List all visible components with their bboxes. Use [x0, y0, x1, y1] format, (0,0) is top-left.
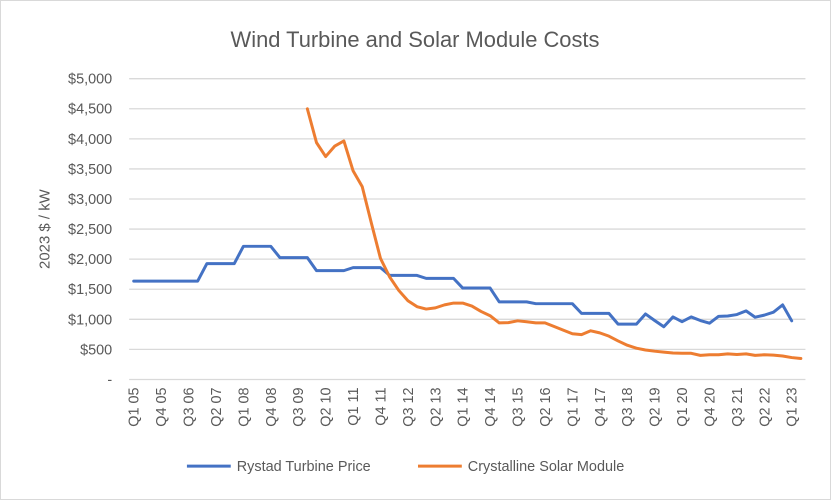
y-tick-label: $3,500	[68, 162, 112, 178]
series-lines	[132, 107, 803, 360]
series-line-crystalline-solar-module	[305, 107, 803, 360]
series-line-rystad-turbine-price	[132, 244, 794, 329]
x-tick-label: Q3 18	[620, 387, 636, 426]
legend-label: Crystalline Solar Module	[468, 459, 624, 475]
x-tick-label: Q4 14	[483, 387, 499, 426]
y-tick-label: $2,000	[68, 252, 112, 268]
x-tick-label: Q4 17	[593, 387, 609, 426]
x-tick-label: Q3 06	[182, 387, 198, 426]
x-tick-label: Q2 19	[648, 387, 664, 426]
legend-label: Rystad Turbine Price	[237, 459, 371, 475]
x-tick-label: Q1 11	[346, 387, 362, 425]
y-tick-label: $1,000	[68, 312, 112, 328]
x-tick-label: Q1 14	[456, 387, 472, 426]
x-tick-label: Q2 10	[319, 387, 335, 426]
x-tick-label: Q1 05	[127, 387, 143, 426]
x-tick-label: Q4 08	[264, 387, 280, 426]
y-tick-label: $4,000	[68, 132, 112, 148]
y-tick-label: $5,000	[68, 72, 112, 88]
x-tick-label: Q2 22	[757, 387, 773, 426]
x-tick-label: Q2 16	[538, 387, 554, 426]
x-axis-ticks: Q1 05 Q4 05 Q3 06 Q2 07 Q1 08 Q4 08 Q3 09 Q2 10…	[127, 387, 801, 426]
y-axis-ticks: - $500 $1,000 $1,500 $2,000 $2,500 $3,000 $3,50…	[68, 72, 112, 389]
y-tick-label: -	[107, 372, 112, 388]
x-tick-label: Q1 08	[236, 387, 252, 426]
x-tick-label: Q1 23	[785, 387, 801, 426]
y-tick-label: $2,500	[68, 222, 112, 238]
x-tick-label: Q1 17	[565, 387, 581, 426]
chart-title: Wind Turbine and Solar Module Costs	[231, 27, 600, 52]
legend: Rystad Turbine Price Crystalline Solar M…	[186, 459, 624, 475]
x-tick-label: Q4 20	[702, 387, 718, 426]
legend-item-rystad-turbine-price[interactable]: Rystad Turbine Price	[186, 459, 371, 475]
x-tick-label: Q1 20	[675, 387, 691, 426]
y-tick-label: $500	[80, 342, 112, 358]
y-tick-label: $3,000	[68, 192, 112, 208]
y-axis-label: 2023 $ / kW	[36, 188, 53, 269]
x-tick-label: Q3 15	[511, 387, 527, 426]
y-tick-label: $1,500	[68, 282, 112, 298]
x-tick-label: Q4 11	[373, 387, 389, 425]
x-tick-label: Q3 09	[291, 387, 307, 426]
y-tick-label: $4,500	[68, 102, 112, 118]
x-tick-label: Q2 13	[428, 387, 444, 426]
x-tick-label: Q3 21	[730, 387, 746, 426]
gridlines	[129, 78, 806, 381]
x-tick-label: Q2 07	[209, 387, 225, 426]
legend-item-crystalline-solar-module[interactable]: Crystalline Solar Module	[417, 459, 624, 475]
x-tick-label: Q4 05	[154, 387, 170, 426]
x-tick-label: Q3 12	[401, 387, 417, 426]
